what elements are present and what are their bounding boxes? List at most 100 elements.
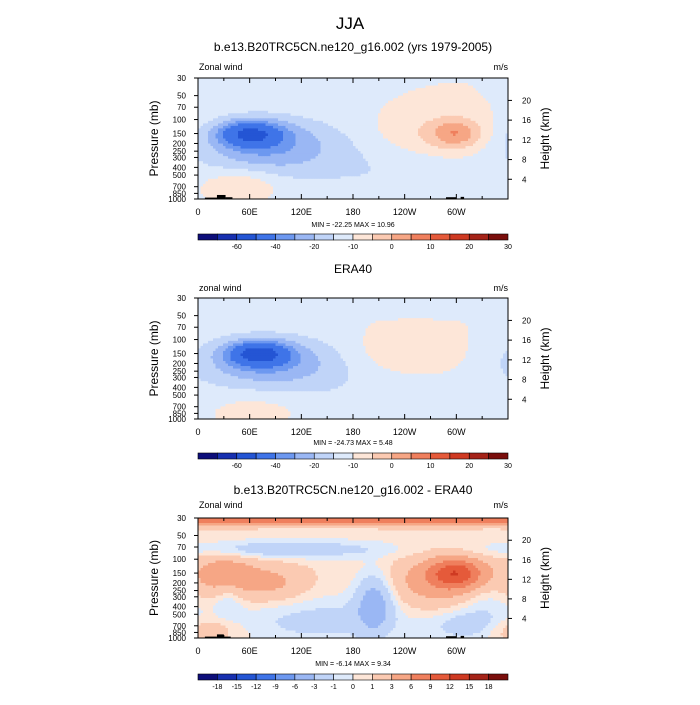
contour-cell xyxy=(498,159,501,162)
contour-cell xyxy=(321,108,324,111)
contour-cell xyxy=(286,83,289,86)
contour-cell xyxy=(331,151,334,154)
contour-cell xyxy=(251,113,254,116)
contour-cell xyxy=(273,131,276,134)
contour-cell xyxy=(268,108,271,111)
contour-cell xyxy=(421,146,424,149)
contour-cell xyxy=(326,151,329,154)
contour-cell xyxy=(456,141,459,144)
contour-cell xyxy=(393,96,396,99)
contour-cell xyxy=(288,146,291,149)
contour-cell xyxy=(363,88,366,91)
contour-cell xyxy=(491,98,494,101)
contour-cell xyxy=(296,141,299,144)
contour-cell xyxy=(456,96,459,99)
contour-cell xyxy=(251,111,254,114)
contour-cell xyxy=(373,96,376,99)
contour-cell xyxy=(301,161,304,164)
contour-cell xyxy=(333,151,336,154)
contour-cell xyxy=(418,171,421,174)
contour-cell xyxy=(266,159,269,162)
contour-cell xyxy=(451,159,454,162)
contour-cell xyxy=(346,169,349,172)
contour-cell xyxy=(466,121,469,124)
contour-cell xyxy=(283,166,286,169)
contour-cell xyxy=(288,88,291,91)
contour-cell xyxy=(243,126,246,129)
contour-cell xyxy=(478,83,481,86)
contour-cell xyxy=(288,166,291,169)
contour-cell xyxy=(428,146,431,149)
contour-cell xyxy=(368,174,371,177)
contour-cell xyxy=(273,133,276,136)
contour-cell xyxy=(356,96,359,99)
contour-cell xyxy=(401,116,404,119)
contour-cell xyxy=(393,136,396,139)
contour-cell xyxy=(428,123,431,126)
contour-cell xyxy=(303,101,306,104)
contour-cell xyxy=(296,81,299,84)
contour-cell xyxy=(366,139,369,142)
contour-cell xyxy=(433,106,436,109)
contour-cell xyxy=(466,136,469,139)
contour-cell xyxy=(421,118,424,121)
contour-cell xyxy=(396,123,399,126)
contour-cell xyxy=(481,101,484,104)
contour-cell xyxy=(373,118,376,121)
contour-cell xyxy=(486,156,489,159)
contour-cell xyxy=(373,126,376,129)
contour-cell xyxy=(266,111,269,114)
contour-cell xyxy=(406,146,409,149)
contour-cell xyxy=(353,156,356,159)
contour-cell xyxy=(426,83,429,86)
contour-cell xyxy=(358,126,361,129)
contour-cell xyxy=(496,116,499,119)
contour-cell xyxy=(253,128,256,131)
contour-cell xyxy=(491,108,494,111)
contour-cell xyxy=(371,103,374,106)
contour-cell xyxy=(351,151,354,154)
contour-cell xyxy=(443,106,446,109)
contour-cell xyxy=(231,159,234,162)
contour-cell xyxy=(278,98,281,101)
contour-cell xyxy=(368,98,371,101)
contour-cell xyxy=(351,126,354,129)
contour-cell xyxy=(328,93,331,96)
contour-cell xyxy=(378,174,381,177)
contour-cell xyxy=(388,139,391,142)
contour-cell xyxy=(283,118,286,121)
contour-cell xyxy=(411,149,414,152)
contour-cell xyxy=(248,123,251,126)
contour-cell xyxy=(301,123,304,126)
contour-cell xyxy=(293,118,296,121)
contour-cell xyxy=(441,118,444,121)
contour-cell xyxy=(246,179,249,182)
contour-cell xyxy=(228,91,231,94)
contour-cell xyxy=(338,174,341,177)
contour-cell xyxy=(218,98,221,101)
contour-cell xyxy=(281,98,284,101)
contour-cell xyxy=(411,113,414,116)
contour-cell xyxy=(301,169,304,172)
contour-cell xyxy=(403,136,406,139)
contour-cell xyxy=(231,123,234,126)
contour-cell xyxy=(428,103,431,106)
contour-cell xyxy=(333,123,336,126)
contour-cell xyxy=(398,171,401,174)
contour-cell xyxy=(256,111,259,114)
contour-cell xyxy=(456,103,459,106)
contour-cell xyxy=(488,113,491,116)
contour-cell xyxy=(446,96,449,99)
contour-cell xyxy=(356,123,359,126)
contour-cell xyxy=(233,144,236,147)
contour-cell xyxy=(253,161,256,164)
contour-cell xyxy=(496,101,499,104)
contour-cell xyxy=(211,128,214,131)
contour-cell xyxy=(258,126,261,129)
contour-cell xyxy=(253,131,256,134)
contour-cell xyxy=(338,106,341,109)
contour-cell xyxy=(413,83,416,86)
contour-cell xyxy=(268,144,271,147)
contour-cell xyxy=(283,88,286,91)
contour-cell xyxy=(326,111,329,114)
